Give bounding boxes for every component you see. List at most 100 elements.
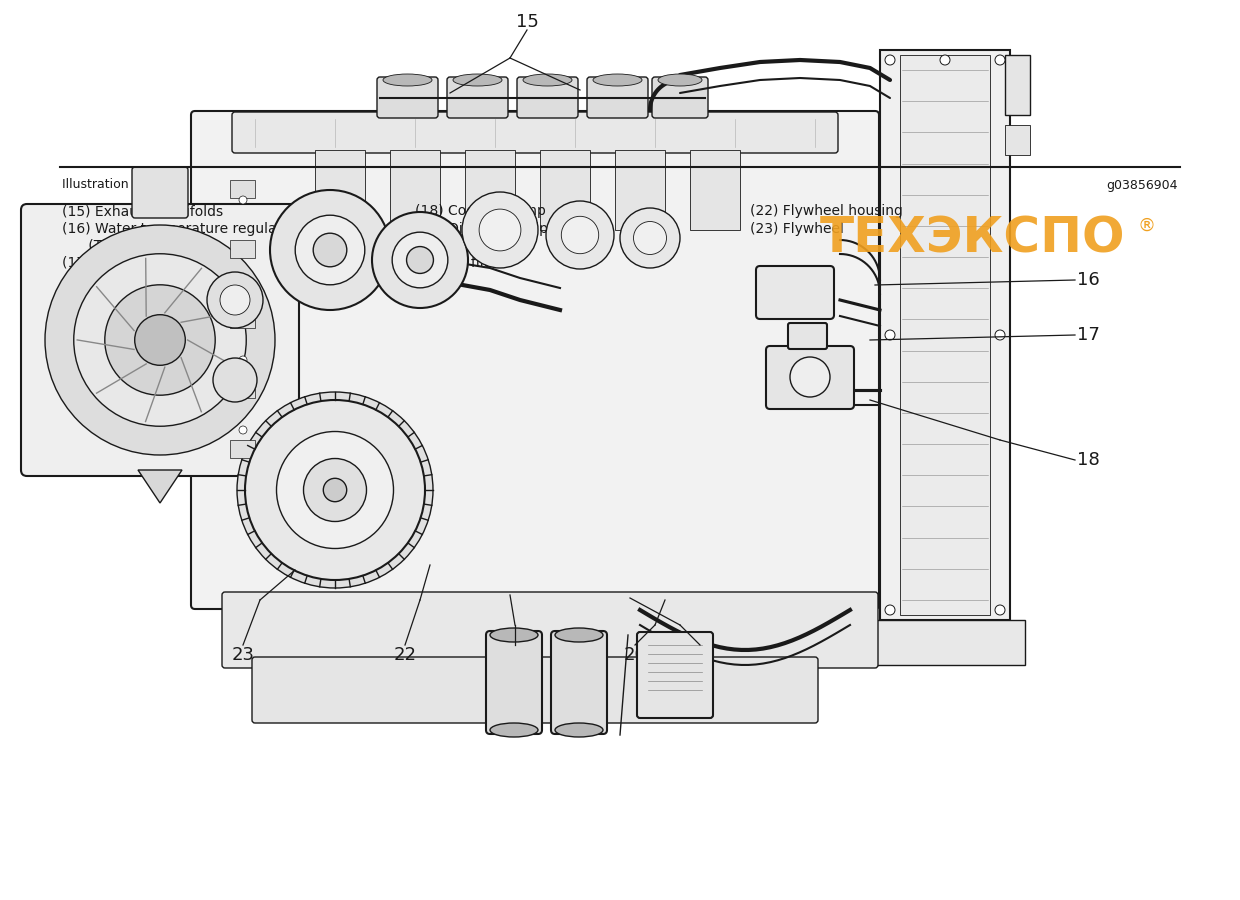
Circle shape	[105, 284, 216, 395]
FancyBboxPatch shape	[517, 77, 578, 118]
Text: (22) Flywheel housing: (22) Flywheel housing	[750, 204, 903, 219]
Ellipse shape	[383, 74, 432, 86]
Circle shape	[546, 201, 614, 269]
Circle shape	[562, 216, 599, 254]
FancyBboxPatch shape	[446, 77, 508, 118]
FancyBboxPatch shape	[637, 632, 713, 718]
Bar	[465, 150, 515, 230]
Circle shape	[304, 458, 367, 521]
Ellipse shape	[490, 628, 538, 642]
Circle shape	[239, 426, 247, 434]
FancyBboxPatch shape	[222, 592, 878, 668]
Circle shape	[45, 225, 275, 455]
FancyBboxPatch shape	[377, 77, 438, 118]
Circle shape	[994, 55, 1004, 65]
Circle shape	[239, 356, 247, 364]
Bar	[689, 150, 740, 230]
Circle shape	[213, 358, 257, 402]
Circle shape	[407, 247, 434, 274]
Circle shape	[790, 357, 830, 397]
Text: 19: 19	[688, 646, 712, 664]
Bar	[315, 150, 365, 230]
Text: g03856904: g03856904	[1106, 178, 1178, 192]
Circle shape	[885, 330, 895, 340]
Circle shape	[479, 209, 521, 251]
Ellipse shape	[556, 628, 603, 642]
Text: 17: 17	[1076, 326, 1100, 344]
Circle shape	[372, 212, 467, 308]
FancyBboxPatch shape	[131, 167, 188, 218]
Text: (15) Exhaust manifolds: (15) Exhaust manifolds	[62, 204, 223, 219]
Ellipse shape	[658, 74, 702, 86]
Bar	[229, 310, 255, 328]
Ellipse shape	[556, 723, 603, 737]
Circle shape	[207, 272, 263, 328]
Circle shape	[994, 330, 1004, 340]
Text: (21) Oil filters: (21) Oil filters	[415, 256, 511, 269]
FancyBboxPatch shape	[652, 77, 708, 118]
Circle shape	[246, 400, 425, 580]
Circle shape	[270, 190, 391, 310]
Text: 23: 23	[232, 646, 254, 664]
Circle shape	[295, 215, 365, 284]
Bar	[866, 620, 1025, 665]
Circle shape	[885, 605, 895, 615]
Polygon shape	[138, 470, 182, 503]
Text: (16) Water temperature regulator valve: (16) Water temperature regulator valve	[62, 221, 339, 236]
Text: (17) Oil filler: (17) Oil filler	[62, 256, 149, 269]
Bar	[229, 440, 255, 458]
Ellipse shape	[523, 74, 572, 86]
FancyBboxPatch shape	[766, 346, 854, 409]
Circle shape	[219, 285, 250, 315]
Bar	[229, 180, 255, 198]
Bar	[900, 55, 990, 615]
Text: (20) Oil cooler: (20) Oil cooler	[415, 238, 513, 253]
Circle shape	[73, 254, 247, 427]
Bar	[1004, 55, 1030, 115]
Text: 21: 21	[503, 646, 527, 664]
Bar	[229, 240, 255, 258]
FancyBboxPatch shape	[551, 631, 608, 734]
Text: ®: ®	[1138, 217, 1156, 235]
Text: (19) Oil gauge (Dipstick): (19) Oil gauge (Dipstick)	[415, 221, 585, 236]
Text: Illustration 16: Illustration 16	[62, 178, 149, 192]
Circle shape	[324, 478, 347, 501]
FancyBboxPatch shape	[787, 323, 827, 349]
Circle shape	[994, 605, 1004, 615]
Circle shape	[392, 232, 448, 288]
Text: (18) Coolant pump: (18) Coolant pump	[415, 204, 546, 219]
Ellipse shape	[593, 74, 642, 86]
Circle shape	[620, 208, 680, 268]
FancyBboxPatch shape	[756, 266, 835, 319]
Circle shape	[239, 276, 247, 284]
Circle shape	[463, 192, 538, 268]
Bar	[1004, 125, 1030, 155]
Circle shape	[885, 55, 895, 65]
Ellipse shape	[453, 74, 502, 86]
Text: ТЕХЭКСПО: ТЕХЭКСПО	[820, 214, 1126, 263]
FancyBboxPatch shape	[232, 112, 838, 153]
Circle shape	[277, 431, 393, 548]
Text: 22: 22	[393, 646, 417, 664]
FancyBboxPatch shape	[587, 77, 649, 118]
Text: (Thermostat): (Thermostat)	[62, 238, 179, 253]
Text: 20: 20	[624, 646, 646, 664]
Circle shape	[314, 233, 347, 266]
Circle shape	[237, 392, 433, 588]
Bar	[539, 150, 590, 230]
Bar	[880, 50, 1011, 620]
Text: 15: 15	[516, 13, 538, 31]
Circle shape	[940, 55, 950, 65]
FancyBboxPatch shape	[252, 657, 818, 723]
Circle shape	[634, 221, 667, 255]
Text: (23) Flywheel: (23) Flywheel	[750, 221, 844, 236]
Circle shape	[135, 315, 185, 365]
Circle shape	[239, 196, 247, 204]
Bar	[391, 150, 440, 230]
Text: 16: 16	[1076, 271, 1100, 289]
Bar	[615, 150, 665, 230]
FancyBboxPatch shape	[21, 204, 299, 476]
FancyBboxPatch shape	[191, 111, 879, 609]
Text: 18: 18	[1076, 451, 1100, 469]
FancyBboxPatch shape	[486, 631, 542, 734]
